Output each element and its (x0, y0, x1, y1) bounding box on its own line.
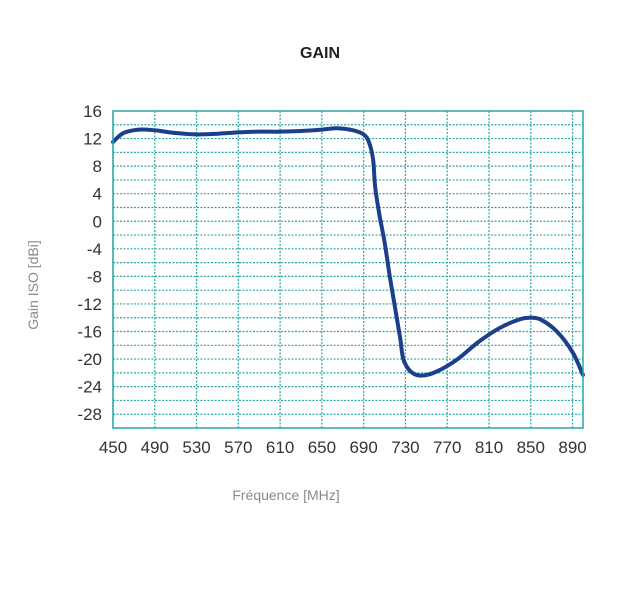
y-tick-label: -28 (77, 405, 102, 424)
y-tick-labels: 16 12 8 4 0 -4 -8 -12 -16 -20 -24 -28 (77, 102, 102, 424)
y-tick-label: -4 (87, 240, 102, 259)
y-tick-label: -8 (87, 267, 102, 286)
x-tick-label: 450 (99, 438, 127, 457)
y-tick-label: -20 (77, 350, 102, 369)
y-tick-label: -16 (77, 323, 102, 342)
x-tick-label: 770 (433, 438, 461, 457)
x-tick-label: 610 (266, 438, 294, 457)
y-tick-label: 12 (83, 130, 102, 149)
y-tick-label: -12 (77, 295, 102, 314)
x-tick-label: 530 (182, 438, 210, 457)
chart-title: GAIN (300, 45, 340, 62)
y-tick-label: 0 (93, 212, 102, 231)
y-tick-label: 8 (93, 157, 102, 176)
grid (112, 111, 583, 428)
x-tick-label: 650 (308, 438, 336, 457)
x-tick-label: 850 (517, 438, 545, 457)
x-tick-label: 810 (475, 438, 503, 457)
plot-frame (112, 110, 584, 429)
x-axis-label: Fréquence [MHz] (232, 487, 339, 503)
x-tick-label: 890 (558, 438, 586, 457)
x-tick-label: 490 (141, 438, 169, 457)
y-axis-label: Gain ISO [dBi] (25, 240, 41, 329)
x-tick-label: 730 (391, 438, 419, 457)
x-tick-labels: 450 490 530 570 610 650 690 730 770 810 850 890 (99, 438, 587, 457)
y-tick-label: -24 (77, 378, 102, 397)
x-tick-label: 570 (224, 438, 252, 457)
gain-curve (111, 126, 585, 378)
y-tick-label: 16 (83, 102, 102, 121)
x-tick-label: 690 (349, 438, 377, 457)
y-tick-label: 4 (93, 185, 102, 204)
